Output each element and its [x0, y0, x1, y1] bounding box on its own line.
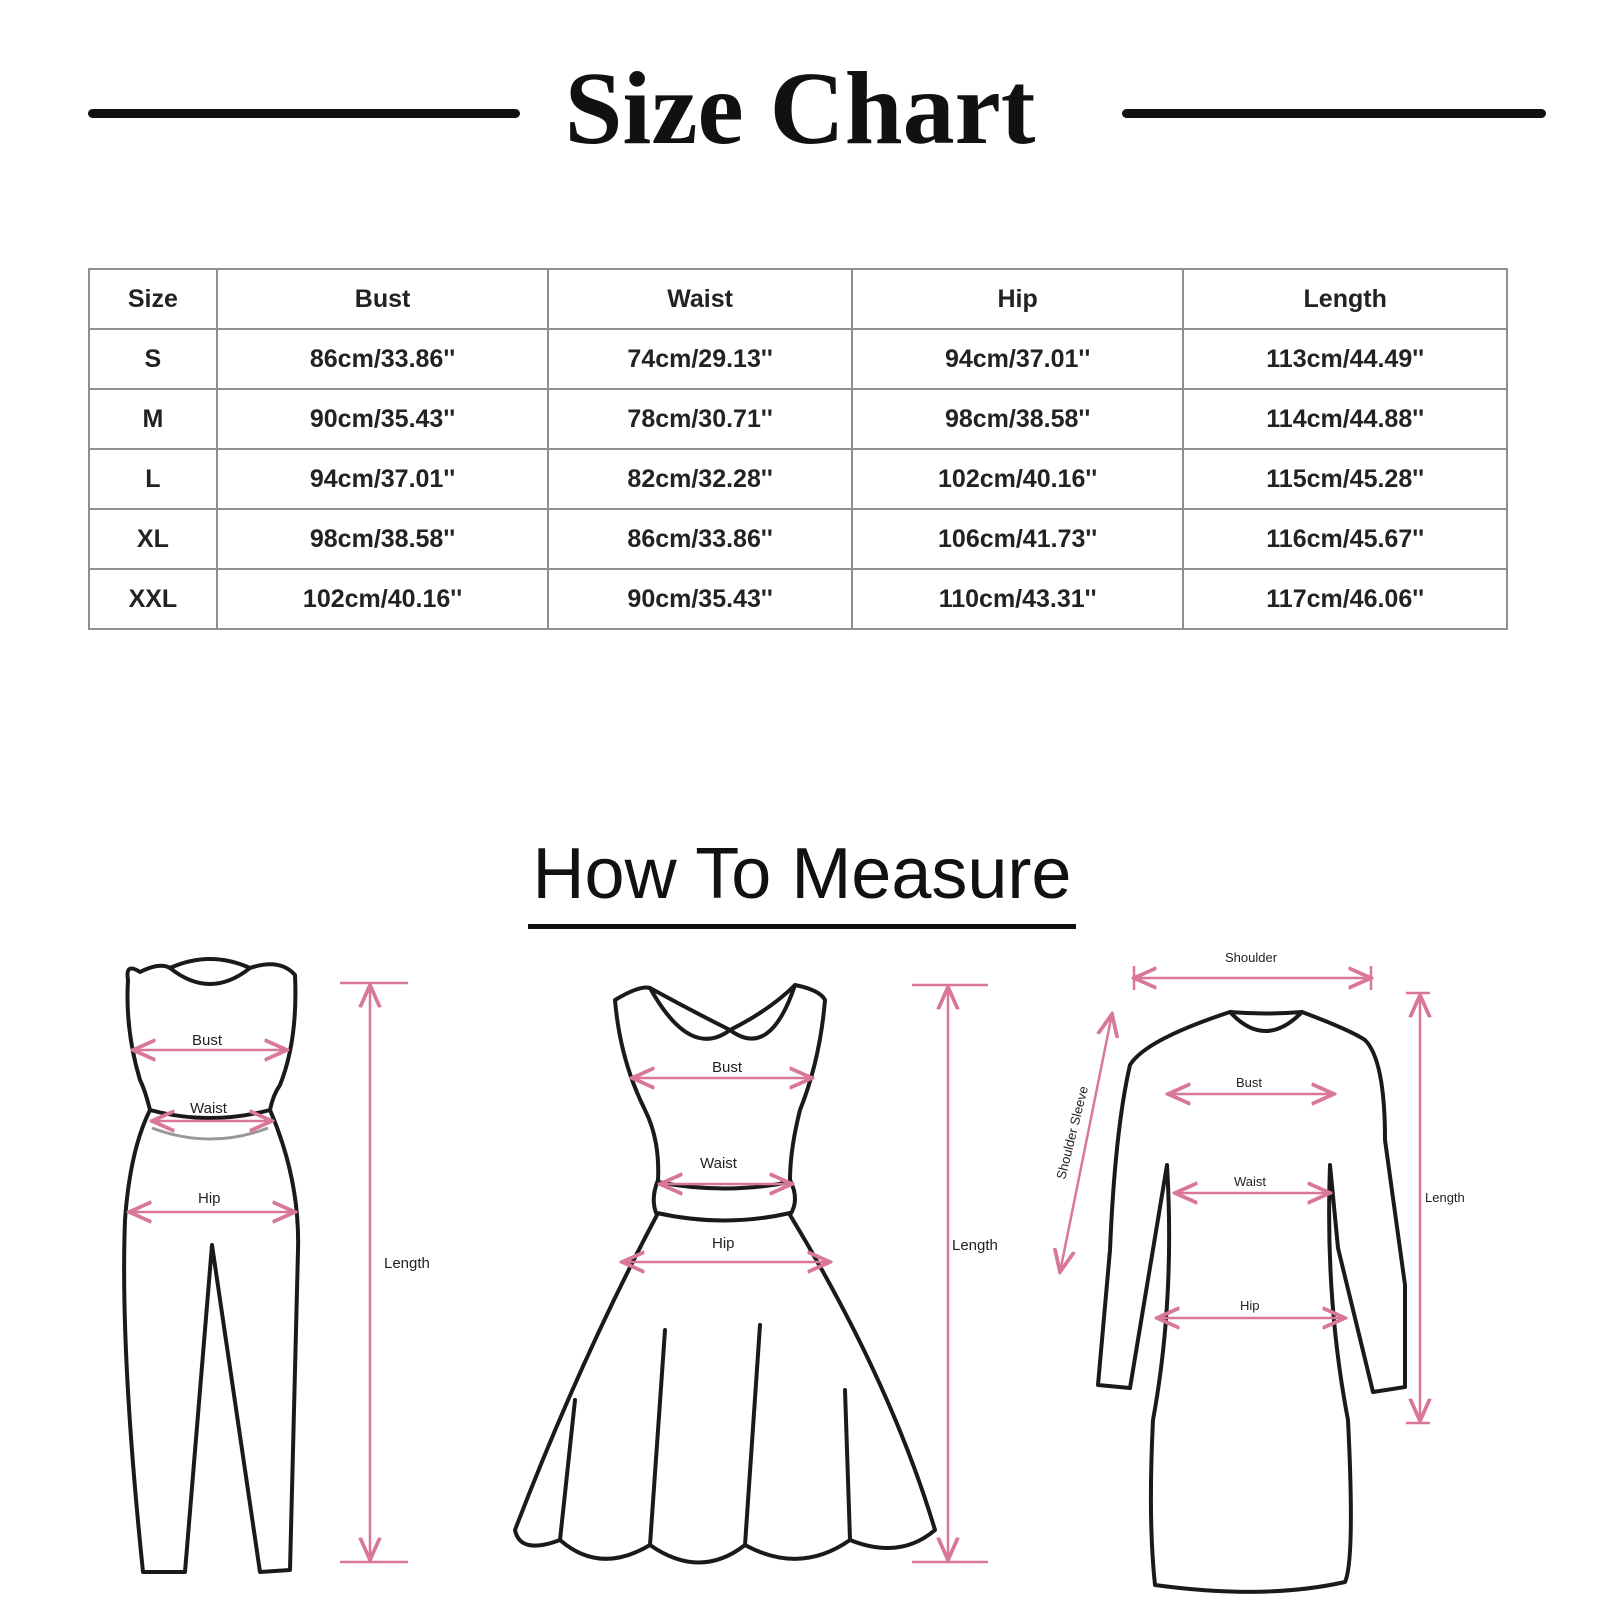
size-table: Size Bust Waist Hip Length S 86cm/33.86'' 74cm…	[88, 268, 1508, 630]
table-cell: 102cm/40.16''	[850, 448, 1185, 510]
table-cell: 110cm/43.31''	[850, 568, 1185, 630]
table-cell: 117cm/46.06''	[1182, 568, 1508, 630]
how-to-measure-title: How To Measure	[532, 834, 1072, 914]
longsleeve-hip-label: Hip	[1240, 1298, 1260, 1313]
table-cell: XL	[88, 508, 218, 570]
title-rule-left	[88, 109, 520, 118]
table-cell: 74cm/29.13''	[547, 328, 853, 390]
dress-hip-label: Hip	[712, 1235, 735, 1252]
longsleeve-dress-figure: Shoulder Shoulder Sleeve Bust Waist Hip …	[1053, 950, 1465, 1594]
table-cell: L	[88, 448, 218, 510]
longsleeve-waist-label: Waist	[1234, 1174, 1266, 1189]
table-cell: 98cm/38.58''	[215, 508, 550, 570]
column-header-bust: Bust	[215, 268, 550, 330]
jumpsuit-waist-label: Waist	[190, 1100, 228, 1117]
table-cell: 98cm/38.58''	[850, 388, 1185, 450]
table-row: L 94cm/37.01'' 82cm/32.28'' 102cm/40.16'' 11…	[88, 448, 1508, 510]
table-row: S 86cm/33.86'' 74cm/29.13'' 94cm/37.01'' 113…	[88, 328, 1508, 390]
jumpsuit-length-label: Length	[384, 1255, 430, 1272]
dress-waist-label: Waist	[700, 1155, 738, 1172]
table-row: XL 98cm/38.58'' 86cm/33.86'' 106cm/41.73'' 1…	[88, 508, 1508, 570]
jumpsuit-hip-label: Hip	[198, 1190, 221, 1207]
table-cell: 115cm/45.28''	[1182, 448, 1508, 510]
shoulder-label: Shoulder	[1225, 950, 1278, 965]
column-header-size: Size	[88, 268, 218, 330]
dress-bust-label: Bust	[712, 1059, 743, 1076]
table-row: M 90cm/35.43'' 78cm/30.71'' 98cm/38.58'' 114…	[88, 388, 1508, 450]
table-cell: 102cm/40.16''	[215, 568, 550, 630]
table-cell: 113cm/44.49''	[1182, 328, 1508, 390]
dress-length-label: Length	[952, 1237, 998, 1254]
table-cell: 90cm/35.43''	[547, 568, 853, 630]
dress-figure: Bust Waist Hip Length	[513, 983, 998, 1565]
table-cell: 114cm/44.88''	[1182, 388, 1508, 450]
table-cell: 94cm/37.01''	[215, 448, 550, 510]
table-cell: 78cm/30.71''	[547, 388, 853, 450]
table-cell: 116cm/45.67''	[1182, 508, 1508, 570]
column-header-length: Length	[1182, 268, 1508, 330]
table-cell: 86cm/33.86''	[547, 508, 853, 570]
table-cell: M	[88, 388, 218, 450]
table-cell: S	[88, 328, 218, 390]
longsleeve-length-label: Length	[1425, 1190, 1465, 1205]
table-cell: XXL	[88, 568, 218, 630]
table-cell: 90cm/35.43''	[215, 388, 550, 450]
title-rule-right	[1122, 109, 1546, 118]
shoulder-sleeve-label: Shoulder Sleeve	[1053, 1085, 1091, 1181]
table-cell: 94cm/37.01''	[850, 328, 1185, 390]
table-cell: 106cm/41.73''	[850, 508, 1185, 570]
page-title: Size Chart	[564, 51, 1036, 166]
table-cell: 82cm/32.28''	[547, 448, 853, 510]
table-header-row: Size Bust Waist Hip Length	[88, 268, 1508, 330]
jumpsuit-figure: Bust Waist Hip Length	[122, 957, 430, 1574]
column-header-waist: Waist	[547, 268, 853, 330]
table-row: XXL 102cm/40.16'' 90cm/35.43'' 110cm/43.31'…	[88, 568, 1508, 630]
table-cell: 86cm/33.86''	[215, 328, 550, 390]
column-header-hip: Hip	[850, 268, 1185, 330]
title-underline	[528, 924, 1076, 929]
jumpsuit-bust-label: Bust	[192, 1032, 223, 1049]
longsleeve-bust-label: Bust	[1236, 1075, 1262, 1090]
